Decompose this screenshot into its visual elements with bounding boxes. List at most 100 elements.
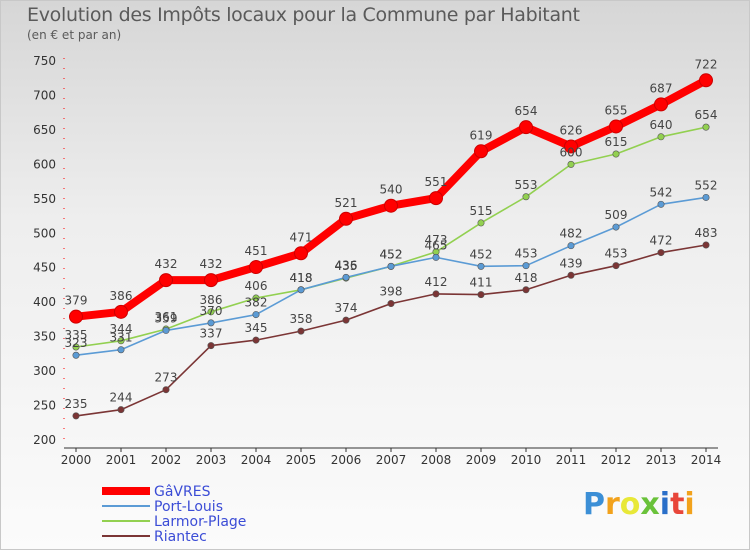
logo-letter: i [684,487,695,522]
data-point [207,342,215,350]
data-label: 471 [290,230,313,244]
data-label: 482 [560,227,583,241]
data-label: 626 [560,123,583,137]
data-label: 483 [695,226,718,240]
x-tick-label: 2000 [61,453,92,467]
series-points [69,73,713,420]
data-label: 379 [65,294,88,308]
x-tick-label: 2001 [106,453,137,467]
data-label: 273 [155,371,178,385]
data-point [477,291,485,299]
data-point [387,300,395,308]
data-point [249,260,263,275]
legend-label: Port-Louis [154,499,223,515]
x-tick-label: 2011 [556,453,587,467]
data-point [702,123,710,131]
data-point [72,351,80,359]
y-tick-label: 650 [33,123,56,137]
data-label: 323 [65,336,88,350]
y-tick-label: 350 [33,330,56,344]
data-label: 615 [605,135,628,149]
data-point [657,249,665,257]
data-point [522,286,530,294]
data-label: 382 [245,296,268,310]
data-label: 619 [470,128,493,142]
data-point [522,193,530,201]
data-label: 235 [65,397,88,411]
x-tick-label: 2003 [196,453,227,467]
data-label: 453 [605,247,628,261]
x-tick-label: 2010 [511,453,542,467]
data-point [564,139,578,154]
y-tick-label: 600 [33,157,56,171]
data-label: 452 [380,247,403,261]
data-label: 335 [65,328,88,342]
data-point [519,120,533,135]
data-point [114,304,128,319]
logo-letter: P [583,487,605,522]
data-point [339,211,353,226]
data-label: 358 [290,312,313,326]
data-point [657,200,665,208]
y-tick-label: 200 [33,433,56,447]
data-point [432,253,440,261]
data-point [297,327,305,335]
data-label: 452 [380,247,403,261]
data-label: 439 [560,256,583,270]
y-tick-label: 550 [33,192,56,206]
data-label: 361 [155,310,178,324]
data-label: 465 [425,238,448,252]
data-point [567,271,575,279]
data-label: 359 [155,311,178,325]
data-label: 453 [515,247,538,261]
x-tick-label: 2008 [421,453,452,467]
data-point [204,273,218,288]
data-point [384,198,398,213]
data-label: 418 [515,271,538,285]
data-label: 432 [200,257,223,271]
data-point [702,241,710,249]
data-label: 418 [290,271,313,285]
x-tick-label: 2005 [286,453,317,467]
data-point [297,286,305,294]
data-label: 337 [200,327,223,341]
data-point [72,412,80,420]
data-point [567,160,575,168]
data-point [612,223,620,231]
data-label: 600 [560,145,583,159]
data-label: 436 [335,258,358,272]
data-point [522,262,530,270]
data-label: 374 [335,301,358,315]
data-point [477,262,485,270]
y-tick-label: 750 [33,54,56,68]
data-label: 370 [200,304,223,318]
data-label: 553 [515,178,538,192]
data-label: 542 [650,185,673,199]
data-label: 687 [650,81,673,95]
x-tick-label: 2014 [691,453,722,467]
data-point [477,219,485,227]
data-label: 540 [380,183,403,197]
data-point [432,290,440,298]
data-label: 244 [110,391,133,405]
y-tick-label: 700 [33,88,56,102]
chart-subtitle: (en € et par an) [27,28,122,42]
legend-label: Riantec [154,529,207,545]
x-tick-label: 2007 [376,453,407,467]
data-point [72,343,80,351]
data-label: 654 [515,104,538,118]
logo-letter: x [640,487,660,522]
data-label: 398 [380,285,403,299]
x-tick-label: 2012 [601,453,632,467]
data-point [207,308,215,316]
y-tick-label: 300 [33,364,56,378]
data-label: 509 [605,208,628,222]
data-point [162,386,170,394]
data-point [702,193,710,201]
data-point [69,309,83,324]
data-label: 418 [290,271,313,285]
data-point [117,337,125,345]
data-point [387,262,395,270]
data-point [699,73,713,88]
